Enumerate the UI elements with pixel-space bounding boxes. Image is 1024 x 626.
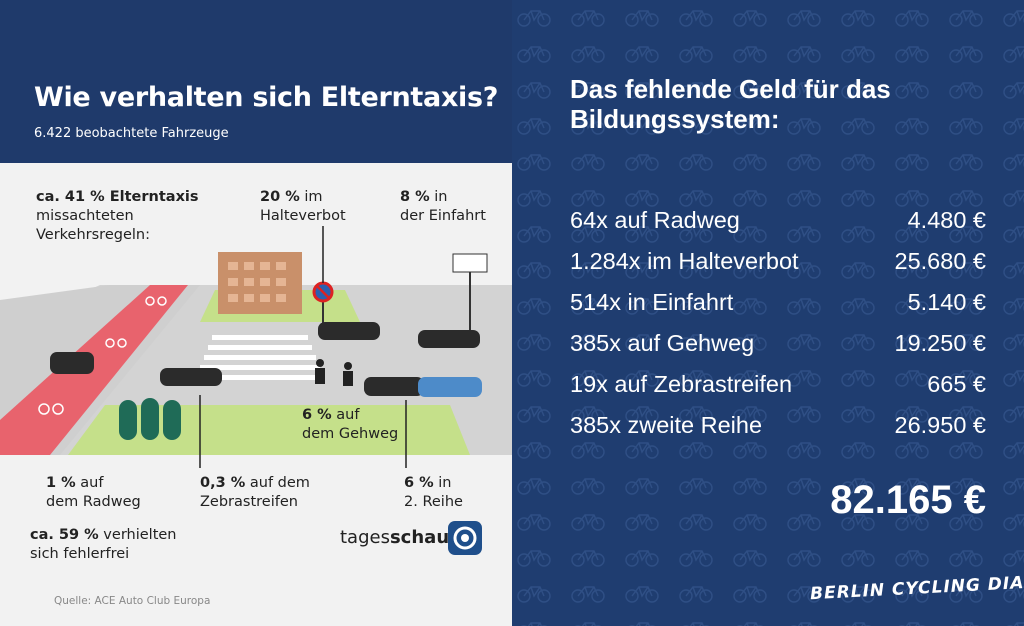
- fine-row: 64x auf Radweg 4.480 €: [570, 207, 986, 239]
- fine-description: 1.284x im Halteverbot: [570, 248, 799, 274]
- infographic-title: Wie verhalten sich Elterntaxis?: [34, 82, 499, 113]
- tagesschau-logo-icon: [448, 521, 482, 555]
- stat-einfahrt: 8 % in der Einfahrt: [400, 189, 486, 224]
- fine-row: 19x auf Zebrastreifen 665 €: [570, 371, 986, 403]
- school-building: [218, 252, 302, 314]
- tagesschau-globe-icon: [453, 526, 477, 550]
- cars: [50, 322, 482, 397]
- pedestrians: [315, 359, 353, 386]
- stat-gehweg: 6 % auf dem Gehweg: [302, 407, 399, 442]
- bike-pattern-background: [512, 0, 1024, 626]
- fine-row: 385x auf Gehweg 19.250 €: [570, 330, 986, 362]
- tagesschau-logo-text: tagesschau: [340, 527, 450, 548]
- bike-icons: [38, 296, 167, 415]
- fine-amount: 665 €: [927, 371, 986, 397]
- infographic-panel: Wie verhalten sich Elterntaxis? 6.422 be…: [0, 0, 512, 607]
- stat-fehlerfrei: ca. 59 % verhielten sich fehlerfrei: [30, 527, 177, 562]
- fine-amount: 5.140 €: [907, 289, 986, 315]
- fine-description: 385x zweite Reihe: [570, 412, 763, 438]
- crosswalk: [196, 335, 324, 380]
- fines-total: 82.165 €: [830, 478, 986, 522]
- fine-row: 514x in Einfahrt 5.140 €: [570, 289, 986, 321]
- source-note: Quelle: ACE Auto Club Europa: [54, 595, 211, 607]
- fines-panel: Das fehlende Geld für das Bildungssystem…: [512, 0, 1024, 626]
- fine-row: 385x zweite Reihe 26.950 €: [570, 412, 986, 444]
- fine-amount: 26.950 €: [894, 412, 986, 438]
- pointer-lines: [199, 226, 407, 468]
- fine-description: 385x auf Gehweg: [570, 330, 755, 356]
- infographic-subtitle: 6.422 beobachtete Fahrzeuge: [34, 126, 229, 141]
- stat-zebrastreifen: 0,3 % auf dem Zebrastreifen: [200, 475, 310, 510]
- stat-zweite-reihe: 6 % in 2. Reihe: [404, 475, 463, 510]
- stat-violations: ca. 41 % Elterntaxis missachteten Verkeh…: [36, 189, 199, 243]
- stat-radweg: 1 % auf dem Radweg: [46, 475, 141, 510]
- driveway-sign: [452, 253, 488, 330]
- street-illustration: [0, 226, 512, 468]
- fine-description: 64x auf Radweg: [570, 207, 740, 233]
- trees: [119, 398, 181, 440]
- fines-title: Das fehlende Geld für das Bildungssystem…: [570, 74, 891, 134]
- stat-halteverbot: 20 % im Halteverbot: [260, 189, 346, 224]
- fine-row: 1.284x im Halteverbot 25.680 €: [570, 248, 986, 280]
- fine-amount: 19.250 €: [894, 330, 986, 356]
- fine-description: 19x auf Zebrastreifen: [570, 371, 793, 397]
- fine-amount: 4.480 €: [907, 207, 986, 233]
- fine-description: 514x in Einfahrt: [570, 289, 734, 315]
- infographic-header: [0, 0, 512, 163]
- fine-amount: 25.680 €: [894, 248, 986, 274]
